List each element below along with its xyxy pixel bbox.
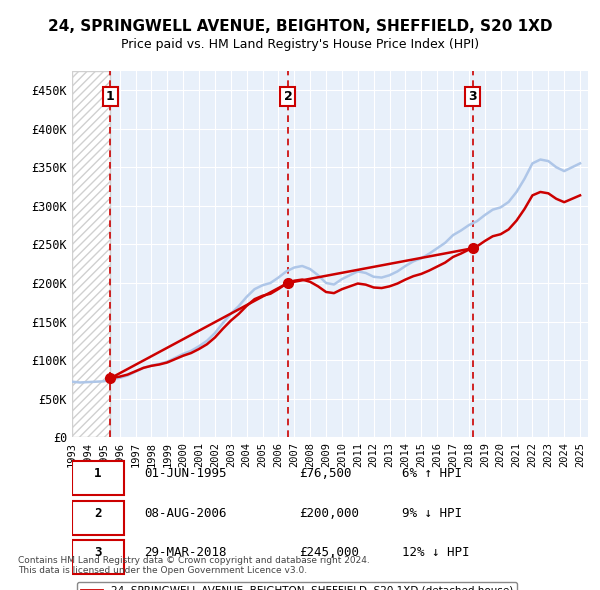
Text: 29-MAR-2018: 29-MAR-2018 [144,546,227,559]
FancyBboxPatch shape [72,501,124,535]
Text: Price paid vs. HM Land Registry's House Price Index (HPI): Price paid vs. HM Land Registry's House … [121,38,479,51]
Text: £245,000: £245,000 [299,546,359,559]
Text: 2: 2 [284,90,292,103]
Text: 3: 3 [469,90,477,103]
Text: 08-AUG-2006: 08-AUG-2006 [144,507,227,520]
Text: 3: 3 [94,546,101,559]
Legend: 24, SPRINGWELL AVENUE, BEIGHTON, SHEFFIELD, S20 1XD (detached house), HPI: Avera: 24, SPRINGWELL AVENUE, BEIGHTON, SHEFFIE… [77,582,517,590]
Text: 24, SPRINGWELL AVENUE, BEIGHTON, SHEFFIELD, S20 1XD: 24, SPRINGWELL AVENUE, BEIGHTON, SHEFFIE… [48,19,552,34]
FancyBboxPatch shape [72,540,124,574]
Text: £76,500: £76,500 [299,467,352,480]
Text: 9% ↓ HPI: 9% ↓ HPI [402,507,462,520]
Text: 6% ↑ HPI: 6% ↑ HPI [402,467,462,480]
Text: 1: 1 [106,90,115,103]
Text: 1: 1 [94,467,101,480]
Text: Contains HM Land Registry data © Crown copyright and database right 2024.
This d: Contains HM Land Registry data © Crown c… [18,556,370,575]
Text: £200,000: £200,000 [299,507,359,520]
Text: 2: 2 [94,507,101,520]
Bar [72,71,110,437]
Text: 01-JUN-1995: 01-JUN-1995 [144,467,227,480]
Text: 12% ↓ HPI: 12% ↓ HPI [402,546,470,559]
FancyBboxPatch shape [72,461,124,495]
